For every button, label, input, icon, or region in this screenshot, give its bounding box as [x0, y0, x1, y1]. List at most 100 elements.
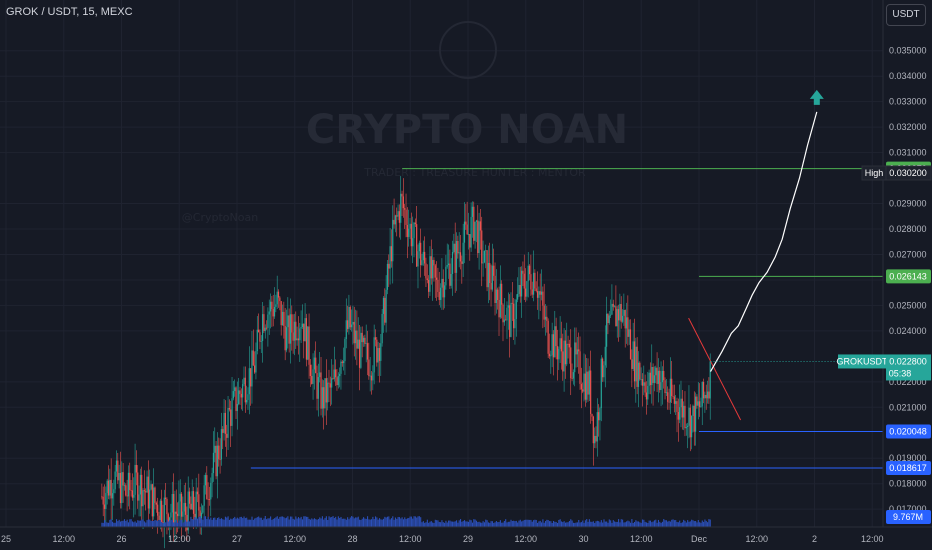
candle-body	[439, 287, 442, 300]
candle-body	[461, 261, 463, 264]
candle-body	[228, 408, 230, 410]
volume-bar	[143, 521, 145, 527]
candle-body	[325, 378, 327, 403]
currency-button[interactable]: USDT	[886, 4, 926, 26]
candle-body	[211, 473, 213, 483]
volume-bar	[293, 519, 296, 527]
candle-body	[564, 340, 567, 365]
volume-bar	[434, 519, 436, 527]
volume-bar	[603, 519, 605, 527]
candle-body	[195, 491, 197, 520]
candle-body	[660, 382, 662, 391]
candle-body	[453, 243, 455, 252]
volume-bar	[491, 521, 493, 527]
candle-body	[471, 206, 474, 217]
volume-bar	[109, 519, 111, 527]
candle-body	[514, 318, 516, 329]
volume-bar	[539, 520, 541, 527]
volume-bar	[206, 519, 208, 527]
volume-bar	[688, 521, 690, 527]
candle-body	[623, 309, 625, 316]
volume-bar	[252, 519, 254, 527]
volume-bar	[332, 516, 334, 527]
candle-body	[118, 472, 120, 481]
candle-body	[335, 369, 337, 378]
price-tick-label: 0.021000	[889, 402, 927, 412]
candle-body	[475, 220, 478, 222]
candle-body	[562, 351, 564, 372]
volume-bar	[139, 520, 141, 527]
volume-bar	[474, 519, 476, 527]
volume-bar	[260, 517, 262, 527]
time-tick-label: 12:00	[861, 534, 884, 544]
candle-body	[222, 429, 224, 433]
volume-bar	[163, 522, 165, 527]
candle-body	[572, 372, 574, 379]
volume-bar	[615, 521, 617, 527]
candle-body	[616, 309, 618, 327]
candle-body	[588, 370, 590, 395]
volume-bar	[195, 517, 197, 527]
volume-bar	[244, 518, 246, 527]
volume-bar	[550, 521, 552, 527]
candle-body	[584, 373, 586, 400]
candle-body	[346, 320, 349, 329]
volume-bar	[637, 521, 640, 527]
time-axis[interactable]: 25 12:00 26 12:00 27 12:00 28 12:00 29 12:00 30 12:…	[0, 526, 932, 544]
candle-body	[586, 371, 588, 400]
candle-body	[138, 494, 140, 501]
volume-bar	[657, 519, 660, 527]
volume-bar	[308, 518, 310, 527]
volume-bar	[624, 522, 626, 527]
volume-bar	[390, 518, 393, 527]
candle-body	[238, 390, 240, 405]
volume-bar	[316, 519, 318, 527]
candle-body	[191, 491, 193, 510]
volume-bar	[343, 518, 345, 527]
candle-body	[251, 350, 253, 387]
volume-bar	[583, 522, 585, 527]
volume-bar	[102, 522, 104, 527]
candle-body	[633, 341, 636, 382]
candle-body	[547, 320, 549, 354]
price-axis[interactable]: 0.017000 0.018000 0.019000 0.021000 0.022000…	[882, 0, 927, 527]
volume-bar	[482, 521, 484, 527]
candle-body	[125, 485, 127, 496]
volume-bar	[361, 518, 363, 527]
candle-body	[621, 315, 624, 322]
volume-bar	[562, 522, 564, 527]
candle-body	[643, 382, 645, 386]
candle-body	[354, 330, 357, 344]
volume-bar	[481, 522, 483, 527]
candle-body	[267, 314, 269, 328]
level-label-bg	[886, 269, 931, 284]
volume-bar	[559, 519, 561, 527]
volume-bar	[406, 518, 408, 527]
volume-bar	[247, 519, 249, 527]
volume-bar	[223, 519, 225, 527]
volume-bar	[701, 520, 703, 527]
candle-body	[595, 435, 597, 442]
candle-body	[579, 351, 581, 384]
candle-body	[689, 407, 691, 438]
volume-bar	[341, 518, 343, 527]
candle-body	[333, 369, 335, 379]
candle-body	[142, 490, 144, 507]
candle-body	[323, 387, 325, 409]
volume-bar	[339, 517, 341, 527]
candle-body	[276, 291, 278, 305]
candle-body	[207, 498, 209, 500]
candle-body	[234, 387, 236, 392]
candle-body	[362, 337, 365, 343]
volume-bar	[679, 520, 681, 527]
candle-body	[416, 224, 418, 267]
volume-bar	[384, 516, 386, 527]
volume-bar	[461, 521, 463, 527]
candle-body	[385, 289, 387, 323]
candle-body	[188, 491, 191, 504]
volume-bar	[121, 521, 123, 527]
candle-body	[259, 332, 261, 342]
volume-bar	[289, 516, 292, 527]
volume-bar	[161, 521, 163, 527]
